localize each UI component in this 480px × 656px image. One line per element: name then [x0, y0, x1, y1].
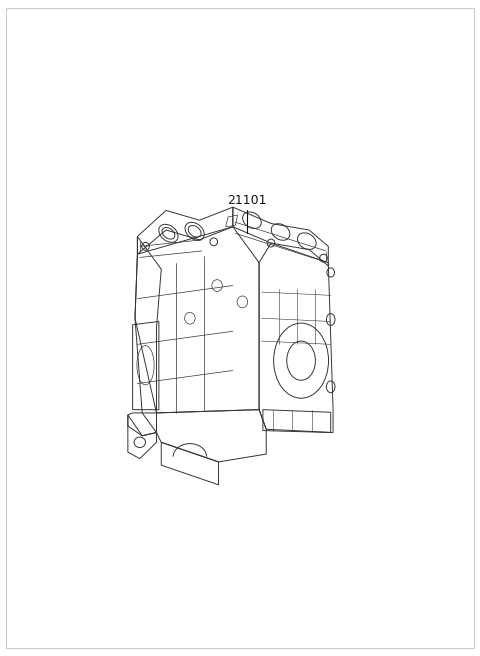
Text: 21101: 21101: [228, 194, 267, 207]
